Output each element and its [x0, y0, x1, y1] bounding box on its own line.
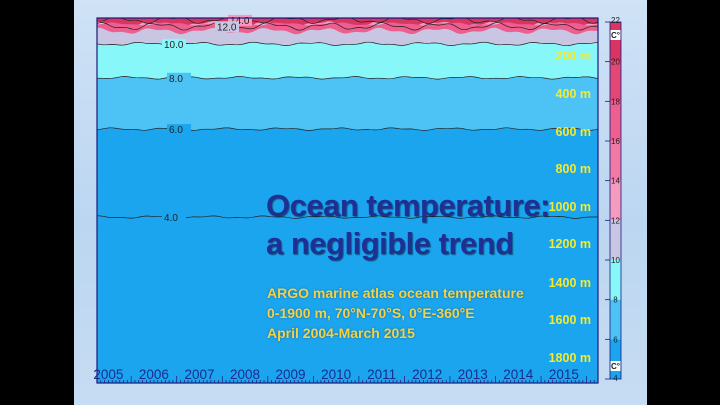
isotherm-labels: 14.012.0 10.0 8.0 6.0 4.0 — [162, 14, 252, 224]
depth-label: 200 m — [556, 49, 591, 63]
colorbar-unit-bg — [610, 30, 621, 40]
colorbar-tick-label: 8 — [613, 296, 618, 305]
temperature-band — [97, 18, 598, 28]
year-label: 2012 — [412, 367, 442, 382]
year-label: 2006 — [139, 367, 169, 382]
colorbar-tick-label: 4 — [613, 374, 618, 383]
colorbar-swatch — [610, 180, 621, 221]
year-label: 2011 — [367, 367, 396, 382]
chart-title-line-1: Ocean temperature: — [266, 188, 550, 223]
depth-label: 1200 m — [549, 237, 591, 251]
dataset-coverage: 0-1900 m, 70°N-70°S, 0°E-360°E — [267, 305, 475, 321]
year-label: 2009 — [276, 367, 306, 382]
colorbar-swatch — [610, 101, 621, 141]
year-label: 2013 — [458, 367, 488, 382]
colorbar-tick-label: 6 — [613, 335, 618, 344]
isotherm-label: 14.0 — [230, 16, 250, 27]
temperature-band — [97, 215, 598, 383]
dataset-period: April 2004-March 2015 — [267, 325, 415, 341]
colorbar-frame — [609, 21, 622, 380]
colorbar-swatch — [610, 339, 621, 379]
year-axis-labels: 2005 2006 2007 2008 2009 2010 2011 2012 2013 2014… — [93, 367, 579, 382]
ocean-temperature-chart: 14.012.0 10.0 8.0 6.0 4.0 200 m 400 m 600 m 800… — [93, 14, 622, 384]
colorbar-tick-label: 12 — [611, 216, 620, 225]
colorbar-tick-label: 20 — [611, 58, 620, 67]
colorbar-unit-label: C° — [611, 362, 620, 371]
colorbar-swatch — [610, 220, 621, 260]
temperature-band — [97, 42, 598, 80]
plot-frame — [96, 17, 599, 384]
year-label: 2005 — [93, 367, 123, 382]
depth-label: 800 m — [556, 162, 591, 176]
year-label: 2010 — [321, 367, 351, 382]
depth-label: 600 m — [556, 125, 591, 139]
chart-title-line-2: a negligible trend — [266, 226, 514, 261]
colorbar-tick-label: 22 — [611, 16, 620, 25]
isotherm-label-bg — [167, 124, 191, 136]
depth-label: 400 m — [556, 87, 591, 101]
isotherm-label: 12.0 — [217, 22, 237, 33]
depth-label: 1400 m — [549, 276, 591, 290]
colorbar-tick-label: 16 — [611, 137, 620, 146]
isotherm-label: 4.0 — [164, 213, 178, 224]
year-label: 2014 — [503, 367, 534, 382]
year-label: 2008 — [230, 367, 260, 382]
colorbar-swatch — [610, 260, 621, 300]
colorbar-swatch — [610, 61, 621, 102]
colorbar-tick-label: 10 — [611, 256, 620, 265]
colorbar-unit-bg — [610, 361, 621, 371]
isotherm-line — [97, 22, 598, 31]
colorbar-tick-label: 14 — [611, 177, 620, 186]
depth-label: 1000 m — [549, 200, 591, 214]
isotherm-label-bg — [162, 38, 186, 50]
year-label: 2015 — [549, 367, 579, 382]
temperature-band — [97, 127, 598, 219]
colorbar-swatch — [610, 22, 621, 62]
dataset-name: ARGO marine atlas ocean temperature — [267, 285, 524, 301]
isotherm-label: 10.0 — [164, 40, 184, 51]
colorbar-tick-label: 18 — [611, 97, 620, 106]
colorbar-swatch — [610, 141, 621, 181]
isotherm-label-bg — [215, 21, 239, 33]
temperature-band — [97, 76, 598, 131]
depth-axis-labels: 200 m 400 m 600 m 800 m 1000 m 1200 m 1400 m 16… — [549, 49, 591, 365]
isotherm-label-bg — [162, 212, 186, 224]
colorbar: 22 20 18 16 14 12 10 8 6 4 C° C° — [605, 16, 622, 383]
colorbar-swatch — [610, 299, 621, 340]
isotherm-label-bg — [228, 14, 252, 26]
colorbar-unit-label: C° — [611, 31, 620, 40]
isotherm-label: 8.0 — [169, 74, 183, 85]
isotherm-label-bg — [167, 72, 191, 84]
depth-label: 1800 m — [549, 351, 591, 365]
year-label: 2007 — [184, 367, 214, 382]
depth-label: 1600 m — [549, 313, 591, 327]
isotherm-label: 6.0 — [169, 125, 183, 136]
slide-background: 14.0 12.0 10.0 8.0 6.0 4.0 200 m 400 m 600 m 800… — [74, 0, 647, 405]
